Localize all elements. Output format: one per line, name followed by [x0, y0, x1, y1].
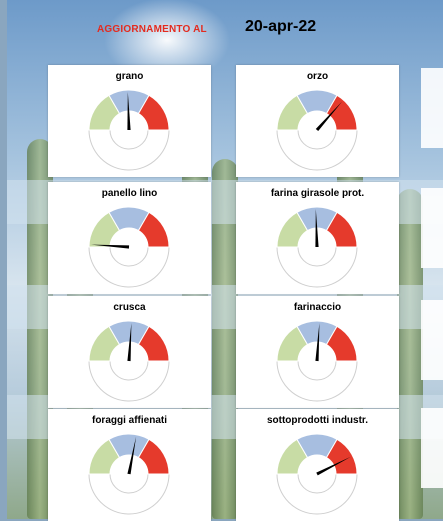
gauge-dial	[276, 320, 358, 402]
gauge-card: farinaccio	[236, 296, 399, 408]
gauge-dial	[88, 320, 170, 402]
gauge-lower-ring	[276, 129, 358, 171]
header-title: AGGIORNAMENTO AL	[97, 24, 207, 35]
gauge-segment-high	[137, 94, 170, 131]
gauge-lower-ring	[276, 246, 358, 288]
gauge-dial	[88, 89, 170, 171]
gauge-title: orzo	[306, 71, 329, 82]
left-edge-strip	[0, 0, 7, 519]
gauge-card: foraggi affienati	[48, 409, 211, 521]
gauge-needle	[91, 244, 130, 249]
gauge-dial	[88, 206, 170, 288]
gauge-lower-ring	[276, 360, 358, 402]
gauge-segment-high	[137, 211, 170, 248]
gauge-segment-high	[137, 325, 170, 362]
gauge-title: farina girasole prot.	[270, 188, 365, 199]
gauge-segment-high	[325, 325, 358, 362]
gauge-card: crusca	[48, 296, 211, 408]
gauge-lower-ring	[88, 473, 170, 515]
gauge-lower-ring	[88, 246, 170, 288]
gauge-card: farina girasole prot.	[236, 182, 399, 294]
gauge-lower-ring	[88, 129, 170, 171]
gauge-dial	[276, 433, 358, 515]
gauge-needle	[315, 209, 319, 248]
gauge-title: panello lino	[101, 188, 158, 199]
gauge-title: farinaccio	[293, 302, 342, 313]
gauge-title: sottoprodotti industr.	[266, 415, 369, 426]
gauge-title: foraggi affienati	[91, 415, 167, 426]
gauge-lower-ring	[276, 473, 358, 515]
gauge-card: orzo	[236, 65, 399, 177]
gauge-needle	[316, 456, 351, 476]
gauge-needle	[315, 323, 320, 362]
gauge-lower-ring	[88, 360, 170, 402]
gauge-card: panello lino	[48, 182, 211, 294]
side-card-partial	[421, 408, 443, 488]
side-card-partial	[421, 300, 443, 380]
gauge-title: grano	[115, 71, 144, 82]
gauge-needle	[127, 436, 137, 475]
gauge-segment-high	[325, 211, 358, 248]
gauge-dial	[276, 89, 358, 171]
header-date: 20-apr-22	[245, 18, 317, 35]
gauge-needle	[127, 323, 132, 362]
gauge-needle	[127, 92, 131, 131]
gauge-card: sottoprodotti industr.	[236, 409, 399, 521]
gauge-dial	[88, 433, 170, 515]
gauge-dial	[276, 206, 358, 288]
gauge-title: crusca	[113, 302, 146, 313]
side-card-partial	[421, 188, 443, 268]
gauge-needle	[315, 101, 343, 132]
side-card-partial	[421, 68, 443, 148]
gauge-card: grano	[48, 65, 211, 177]
gauge-segment-high	[137, 438, 170, 475]
